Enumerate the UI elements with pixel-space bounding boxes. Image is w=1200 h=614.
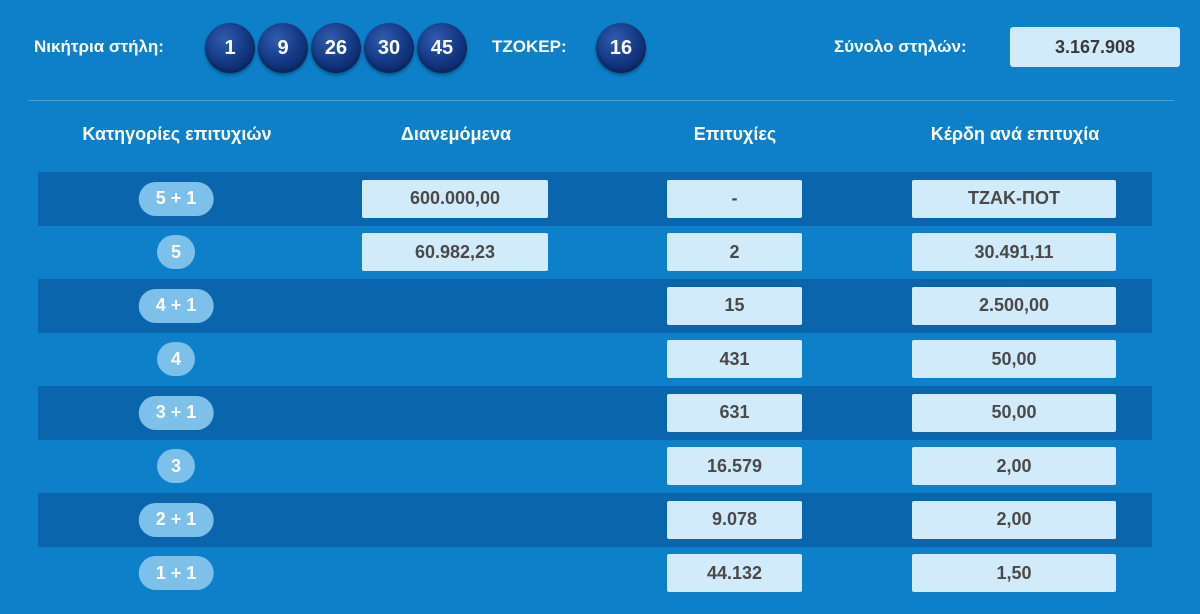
prize-per-winner-cell: ΤΖΑΚ-ΠΟΤ [912,179,1116,218]
category-pill: 2 + 1 [138,502,214,537]
prize-per-winner-cell: 2,00 [912,500,1116,539]
table-row: 3 + 1 631 50,00 [38,386,1152,440]
joker-label: ΤΖΟΚΕΡ: [492,37,567,56]
winners-count-cell: - [667,179,802,218]
winners-count-cell: 631 [667,393,802,432]
total-columns-label: Σύνολο στηλών: [834,37,967,56]
table-row: 4 431 50,00 [38,333,1152,387]
category-pill: 3 + 1 [138,395,214,430]
winners-count-cell: 15 [667,286,802,325]
prize-per-winner-cell: 50,00 [912,340,1116,379]
winners-count-cell: 431 [667,340,802,379]
winners-count-cell: 16.579 [667,447,802,486]
table-row: 1 + 1 44.132 1,50 [38,547,1152,601]
table-row: 2 + 1 9.078 2,00 [38,493,1152,547]
table-row: 5 60.982,23 2 30.491,11 [38,226,1152,280]
draw-summary-bar: Νικήτρια στήλη: 1 9 26 30 45 ΤΖΟΚΕΡ: 16 … [0,0,1200,100]
column-header-prize: Κέρδη ανά επιτυχία [930,124,1100,144]
column-header-winners: Επιτυχίες [693,124,777,144]
category-pill: 5 [157,235,195,270]
winning-number-ball: 45 [417,23,467,73]
prize-per-winner-cell: 2,00 [912,447,1116,486]
category-pill: 5 + 1 [138,181,214,216]
total-columns-value: 3.167.908 [1010,27,1180,67]
prize-per-winner-cell: 30.491,11 [912,233,1116,272]
winners-count-cell: 9.078 [667,500,802,539]
prize-per-winner-cell: 50,00 [912,393,1116,432]
column-header-distributed: Διανεμόμενα [400,124,512,144]
winning-number-ball: 26 [311,23,361,73]
category-pill: 4 + 1 [138,288,214,323]
category-pill: 4 [157,342,195,377]
winning-column-label: Νικήτρια στήλη: [34,37,164,56]
category-pill: 1 + 1 [138,556,214,591]
distributed-amount-cell: 60.982,23 [362,233,548,272]
winners-count-cell: 2 [667,233,802,272]
prize-per-winner-cell: 1,50 [912,554,1116,593]
joker-number-ball: 16 [596,23,646,73]
winning-number-ball: 1 [205,23,255,73]
category-pill: 3 [157,449,195,484]
prize-table: 5 + 1 600.000,00 - ΤΖΑΚ-ΠΟΤ 5 60.982,23 … [38,172,1152,600]
prize-per-winner-cell: 2.500,00 [912,286,1116,325]
winning-number-ball: 9 [258,23,308,73]
distributed-amount-cell: 600.000,00 [362,179,548,218]
table-row: 4 + 1 15 2.500,00 [38,279,1152,333]
winners-count-cell: 44.132 [667,554,802,593]
winning-number-ball: 30 [364,23,414,73]
table-row: 5 + 1 600.000,00 - ΤΖΑΚ-ΠΟΤ [38,172,1152,226]
table-row: 3 16.579 2,00 [38,440,1152,494]
column-header-categories: Κατηγορίες επιτυχιών [82,124,272,144]
divider [28,100,1174,101]
